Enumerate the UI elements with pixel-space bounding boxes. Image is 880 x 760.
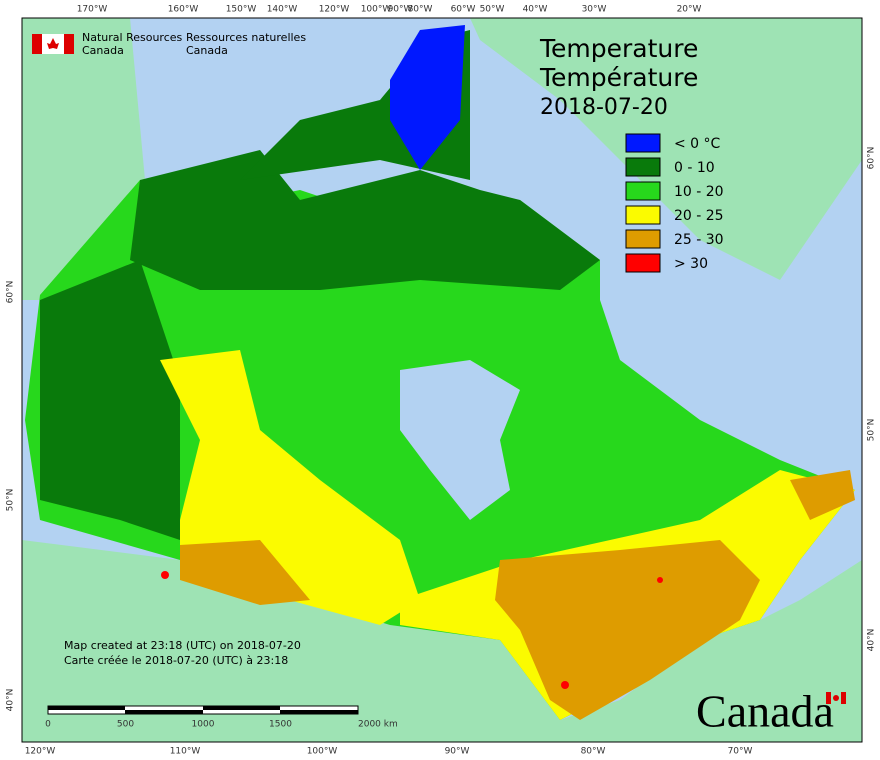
- cordillera: [40, 260, 180, 540]
- legend-swatch: [625, 133, 661, 153]
- title: Temperature: [539, 34, 698, 63]
- maple-leaf: [833, 695, 839, 701]
- legend-label: < 0 °C: [674, 136, 721, 152]
- lon-label: 150°W: [226, 5, 257, 15]
- legend-label: 20 - 25: [674, 208, 724, 224]
- hudson-bay: [400, 360, 520, 520]
- scale-seg: [280, 710, 358, 714]
- wordmark-flag: [826, 692, 846, 704]
- lat-label: 40°N: [6, 689, 16, 712]
- prairie-hot: [180, 540, 310, 605]
- lon-label: 100°W: [307, 747, 338, 757]
- flag-bar: [841, 692, 846, 704]
- legend-swatch: [625, 229, 661, 249]
- hot-spot: [561, 681, 569, 689]
- scale-label: 1000: [192, 720, 215, 730]
- lon-label: 40°W: [523, 5, 548, 15]
- lon-label: 100°W: [361, 5, 392, 15]
- lat-label: 50°N: [867, 419, 877, 442]
- legend-swatch: [625, 181, 661, 201]
- lat-label: 60°N: [6, 281, 16, 304]
- legend-swatch: [625, 157, 661, 177]
- scale-label: 500: [117, 720, 134, 730]
- hot-spot: [657, 577, 663, 583]
- east-hot: [495, 540, 760, 720]
- lon-label: 120°W: [25, 747, 56, 757]
- hot-spot: [161, 571, 169, 579]
- graticule: 170°W 160°W 150°W 140°W 120°W 100°W90°W80°W 60…: [6, 5, 877, 757]
- lon-label: 30°W: [582, 5, 607, 15]
- alaska: [22, 18, 145, 300]
- lon-label: 60°W: [451, 5, 476, 15]
- agency-fr: Canada: [186, 44, 228, 57]
- lon-label: 120°W: [319, 5, 350, 15]
- legend-label: > 30: [674, 256, 708, 272]
- flag-bar: [32, 34, 42, 54]
- lon-label: 110°W: [170, 747, 201, 757]
- lon-label: 20°W: [677, 5, 702, 15]
- lon-label: 90°W: [445, 747, 470, 757]
- legend: < 0 °C 0 - 10 10 - 20 20 - 25 25 - 30 > 30: [625, 133, 724, 273]
- scale-seg: [125, 710, 203, 714]
- agency-en: Natural Resources: [82, 31, 183, 44]
- legend-label: 0 - 10: [674, 160, 715, 176]
- title: Température: [539, 63, 698, 92]
- date: 2018-07-20: [540, 95, 668, 120]
- lon-label: 90°W: [388, 5, 413, 15]
- lat-label: 50°N: [6, 489, 16, 512]
- legend-label: 25 - 30: [674, 232, 724, 248]
- flag-bar: [64, 34, 74, 54]
- frame: [21, 17, 863, 743]
- scale-seg: [203, 706, 280, 710]
- lat-label: 60°N: [867, 147, 877, 170]
- north-zone: [130, 150, 600, 290]
- lon-label: 160°W: [168, 5, 199, 15]
- lon-label: 70°W: [728, 747, 753, 757]
- scale-label: 1500: [269, 720, 292, 730]
- scale-seg: [48, 706, 125, 710]
- lon-label: 80°W: [581, 747, 606, 757]
- maple-leaf: [47, 38, 59, 49]
- created-fr: Carte créée le 2018-07-20 (UTC) à 23:18: [64, 654, 288, 667]
- maritime-hot: [790, 470, 855, 520]
- scale-bar: 0 500 1000 1500 2000 km: [45, 705, 398, 730]
- created-en: Map created at 23:18 (UTC) on 2018-07-20: [64, 639, 301, 652]
- lon-label: 140°W: [267, 5, 298, 15]
- lon-label: 50°W: [480, 5, 505, 15]
- lon-label: 80°W: [408, 5, 433, 15]
- wordmark: Canada: [696, 686, 834, 737]
- scale-label: 2000 km: [358, 720, 398, 730]
- agency-en: Canada: [82, 44, 124, 57]
- greenland: [470, 18, 862, 280]
- lon-label: 170°W: [77, 5, 108, 15]
- land: [22, 18, 862, 742]
- agency-fr: Ressources naturelles: [186, 31, 306, 44]
- lat-label: 40°N: [867, 629, 877, 652]
- nrcan-logo: Natural Resources Canada Ressources natu…: [32, 31, 306, 57]
- scale-label: 0: [45, 720, 51, 730]
- ellesmere-cold: [390, 25, 465, 170]
- legend-label: 10 - 20: [674, 184, 724, 200]
- flag-bar: [826, 692, 831, 704]
- legend-swatch: [625, 205, 661, 225]
- legend-swatch: [625, 253, 661, 273]
